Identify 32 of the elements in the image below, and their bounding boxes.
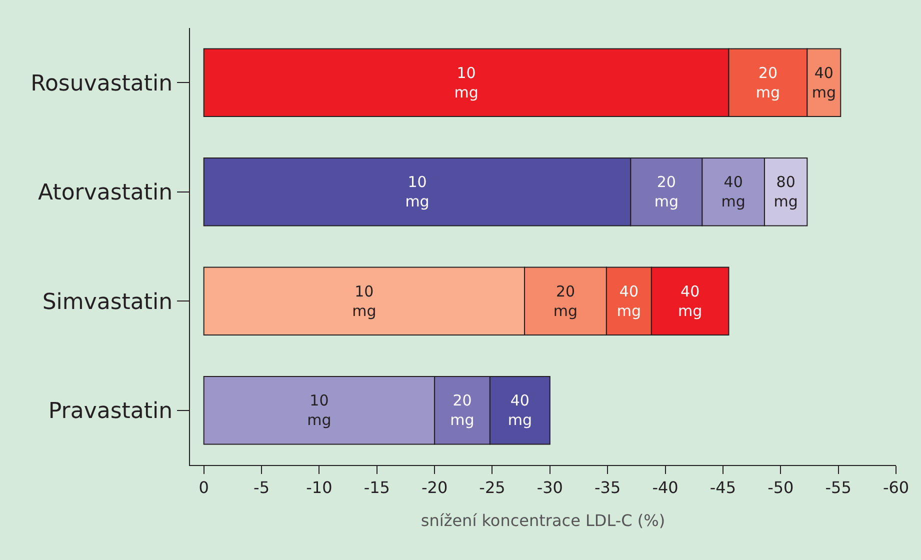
- x-tick-label: -55: [825, 478, 852, 498]
- series-label: 40 mg: [508, 392, 532, 430]
- x-tick-label: -50: [768, 478, 794, 498]
- x-tick-label: -10: [306, 478, 332, 498]
- y-tick-label: Atorvastatin: [38, 180, 173, 206]
- series-label: 20 mg: [654, 173, 679, 211]
- series-label: 40 mg: [812, 64, 836, 102]
- x-tick-label: -15: [364, 478, 390, 498]
- series-label: 20 mg: [756, 64, 780, 102]
- series-label: 40 mg: [616, 282, 642, 320]
- x-tick-label: -25: [479, 478, 506, 498]
- series-label: 10 mg: [405, 173, 430, 211]
- y-tick-label: Pravastatin: [48, 399, 173, 424]
- y-tick-label: Rosuvastatin: [30, 71, 173, 96]
- series-label: 10 mg: [454, 64, 478, 102]
- series-label: 40 mg: [721, 173, 746, 211]
- series-label: 80 mg: [774, 173, 798, 211]
- x-tick-label: -20: [421, 478, 448, 498]
- x-tick-label: -40: [652, 478, 678, 498]
- x-tick-label: -60: [882, 478, 910, 498]
- x-tick-label: -45: [710, 478, 736, 498]
- series-label: 20 mg: [450, 392, 474, 430]
- x-axis-title: snížení koncentrace LDL-C (%): [420, 510, 666, 530]
- series-label: 10 mg: [352, 282, 376, 320]
- series-label: 20 mg: [553, 282, 578, 320]
- series-label: 40 mg: [678, 282, 702, 320]
- x-tick-label: -5: [254, 478, 270, 498]
- series-label: 10 mg: [307, 392, 332, 430]
- x-tick-label: -30: [536, 478, 563, 498]
- x-tick-label: 0: [198, 478, 209, 498]
- y-tick-label: Simvastatin: [42, 290, 173, 315]
- x-tick-label: -35: [594, 478, 621, 498]
